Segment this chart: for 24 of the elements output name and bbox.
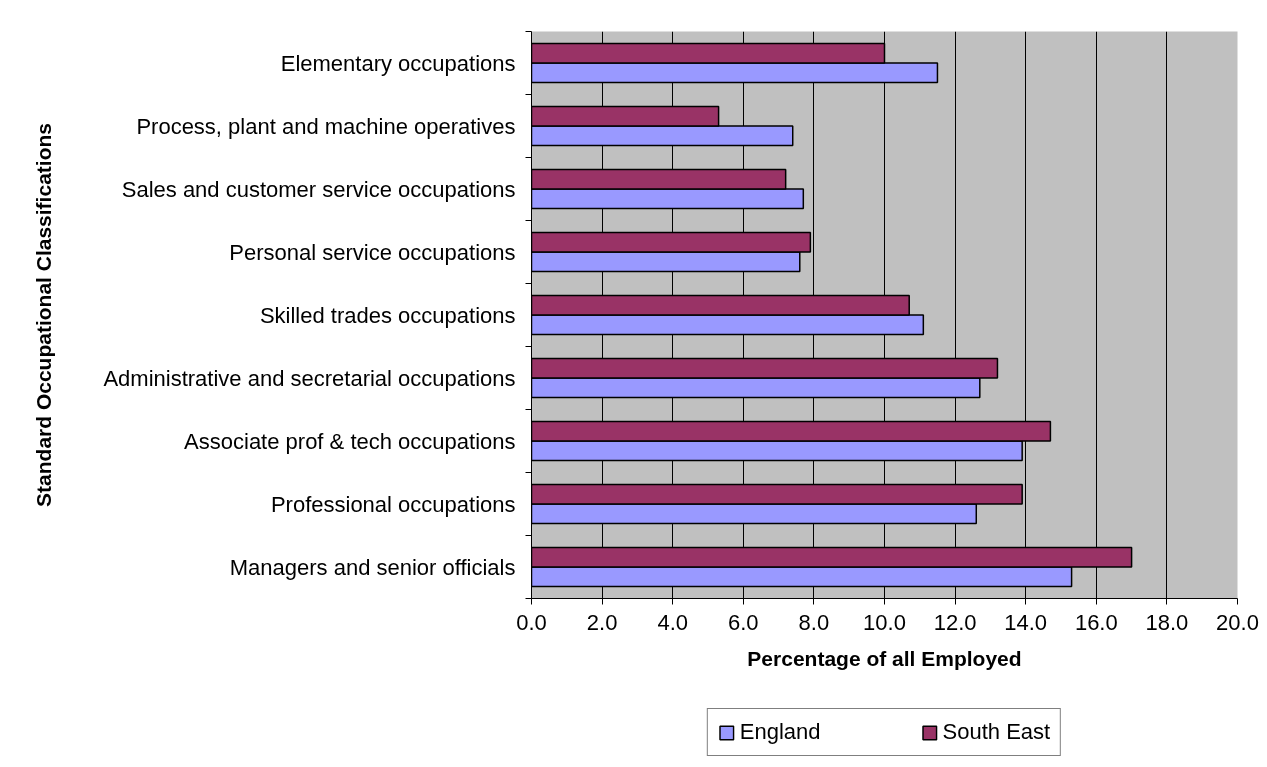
x-tick-label: 12.0	[933, 609, 977, 635]
x-tick-label: 10.0	[863, 609, 906, 635]
y-tick-label: Professional occupations	[270, 491, 516, 517]
y-tick-label: Personal service occupations	[229, 239, 516, 265]
x-axis-title: Percentage of all Employed	[747, 646, 1022, 670]
x-tick-label: 4.0	[657, 609, 688, 635]
x-tick-label: 6.0	[728, 609, 759, 635]
x-tick-label: 0.0	[516, 609, 547, 635]
x-tick-label: 8.0	[798, 609, 830, 635]
x-tick-label: 20.0	[1216, 609, 1259, 635]
y-tick-label: Sales and customer service occupations	[121, 176, 516, 202]
y-tick-label: Elementary occupations	[280, 50, 516, 76]
x-tick-label: 18.0	[1145, 609, 1189, 635]
y-tick-label: Administrative and secretarial occupations	[103, 365, 516, 391]
y-axis-title: Standard Occupational Classifications	[32, 123, 56, 507]
legend-label: South East	[942, 719, 1051, 745]
x-tick-label: 2.0	[586, 609, 618, 635]
y-tick-label: Skilled trades occupations	[259, 302, 516, 328]
y-tick-label: Process, plant and machine operatives	[136, 113, 516, 139]
y-tick-label: Managers and senior officials	[229, 554, 516, 580]
y-tick-label: Associate prof & tech occupations	[184, 428, 516, 454]
x-tick-label: 14.0	[1004, 609, 1048, 635]
x-tick-label: 16.0	[1074, 609, 1118, 635]
legend-label: England	[739, 719, 821, 745]
